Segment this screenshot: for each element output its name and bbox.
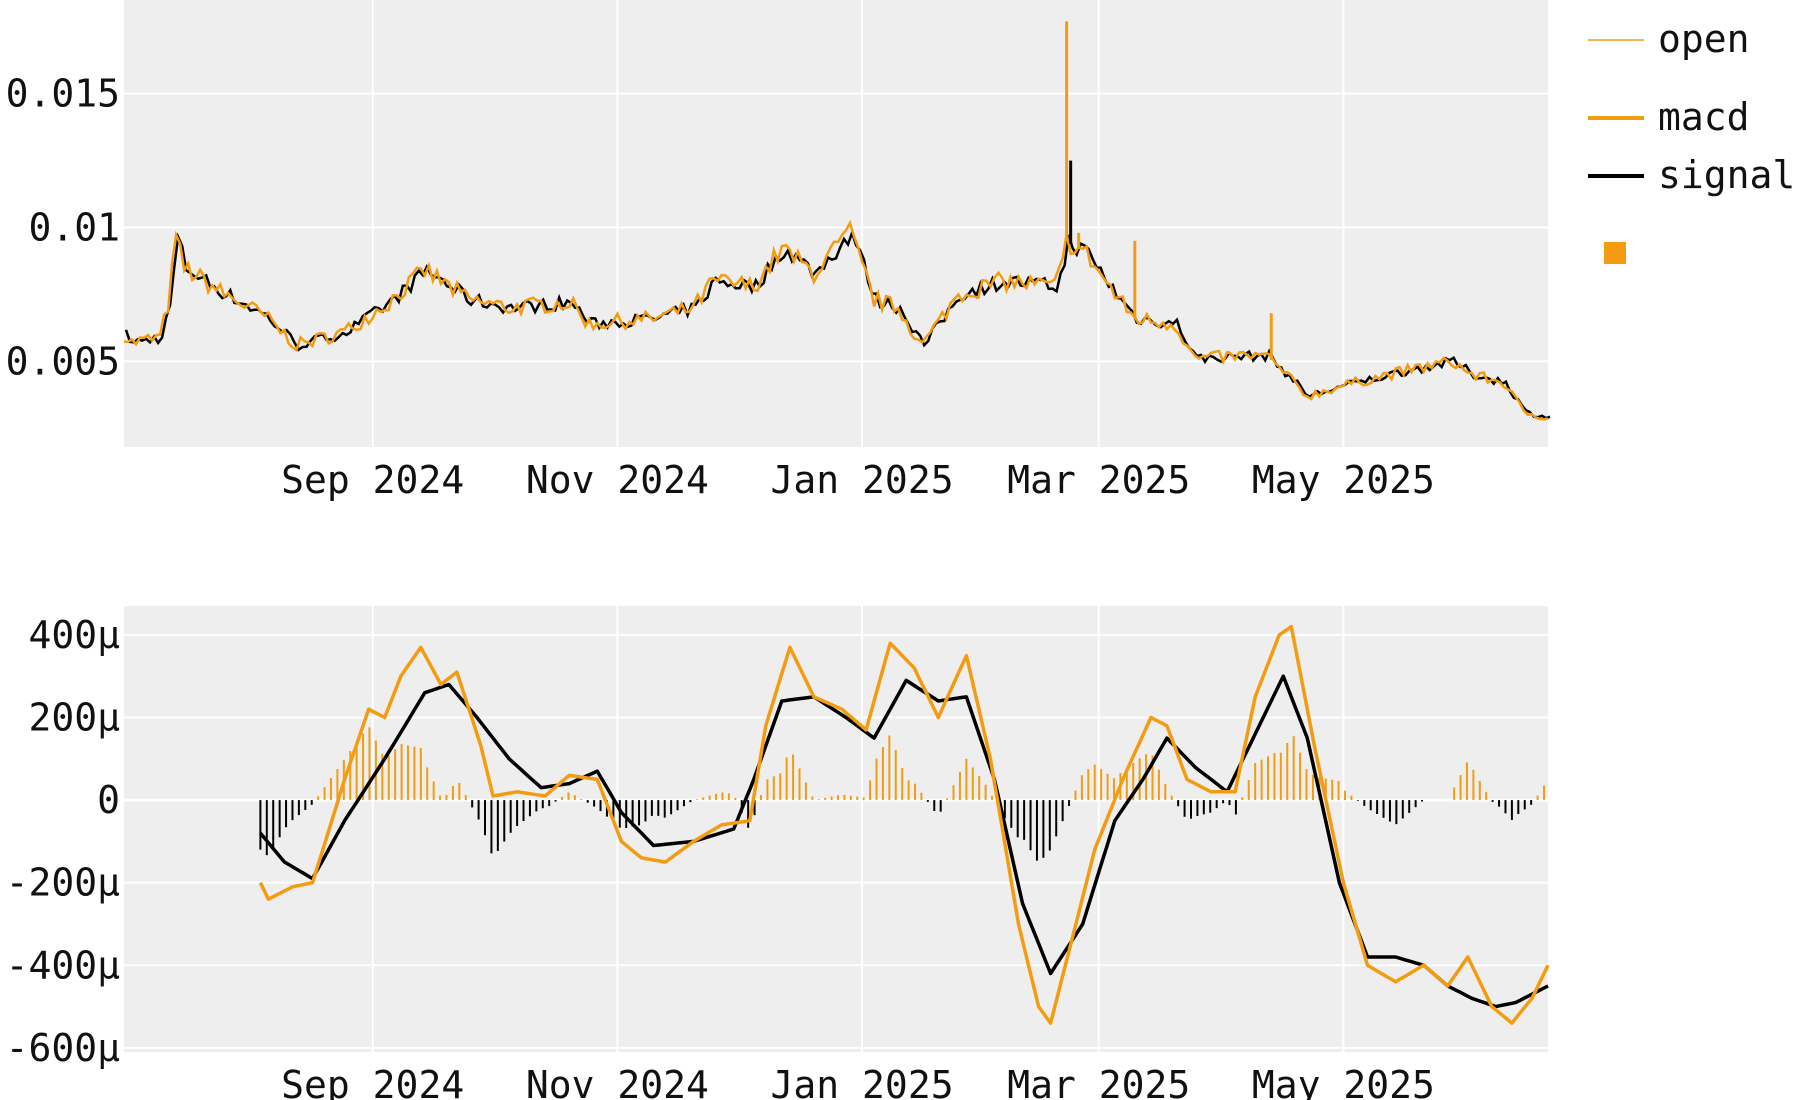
price-panel: 0.005 0.01 0.015 Sep 2024 Nov 2024 Jan 2025 Ma…	[6, 0, 1551, 502]
signal-line	[259, 674, 1549, 1009]
x-tick-label: Sep 2024	[281, 458, 464, 502]
y-tick-label: -600µ	[6, 1026, 120, 1070]
y-tick-label: 200µ	[28, 696, 120, 740]
y-tick-label: 0	[97, 778, 120, 822]
x-tick-label: Jan 2025	[771, 458, 954, 502]
x-tick-label: Mar 2025	[1007, 1063, 1190, 1100]
x-tick-label: Nov 2024	[526, 458, 709, 502]
legend-label: macd	[1658, 95, 1750, 139]
legend-swatch-square	[1604, 242, 1626, 264]
y-tick-label: 0.015	[6, 72, 120, 116]
y-tick-label: 400µ	[28, 613, 120, 657]
x-tick-label: May 2025	[1252, 458, 1435, 502]
x-tick-label: Mar 2025	[1007, 458, 1190, 502]
plot-area	[124, 606, 1548, 1052]
y-tick-label: -400µ	[6, 943, 120, 987]
x-tick-label: Nov 2024	[526, 1063, 709, 1100]
y-tick-label: 0.01	[28, 206, 120, 250]
x-tick-label: Sep 2024	[281, 1063, 464, 1100]
x-tick-label: Jan 2025	[771, 1063, 954, 1100]
macd-panel: 400µ 200µ 0 -200µ -400µ -600µ Sep 2024 Nov 2024…	[6, 606, 1550, 1100]
legend-label: signal	[1658, 153, 1795, 197]
open-line	[123, 219, 1549, 421]
legend: open macd signal	[1588, 17, 1795, 264]
x-tick-label: May 2025	[1252, 1063, 1435, 1100]
y-tick-label: 0.005	[6, 339, 120, 383]
legend-label: open	[1658, 17, 1750, 61]
macd-line	[258, 624, 1550, 1025]
y-tick-label: -200µ	[6, 861, 120, 905]
plot-area	[124, 0, 1548, 447]
